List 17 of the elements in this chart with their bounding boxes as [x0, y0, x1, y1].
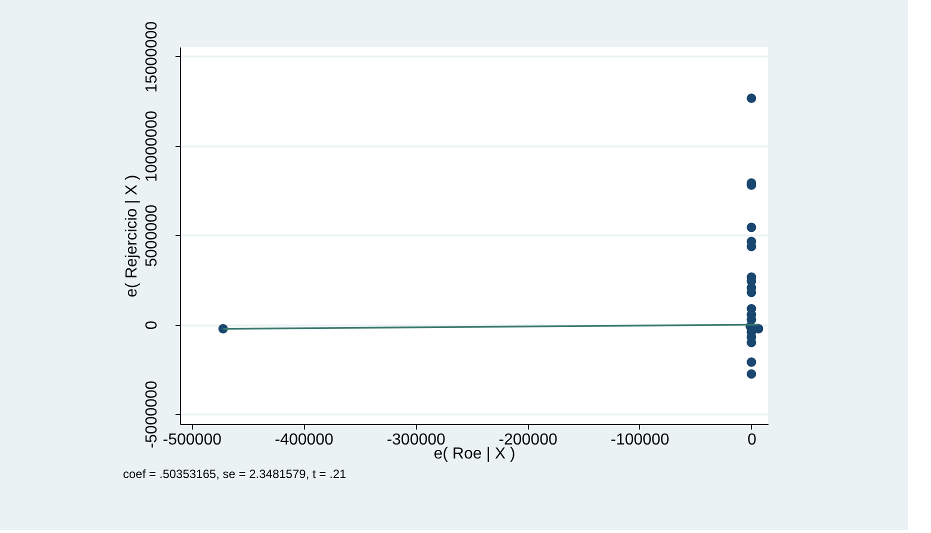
x-tick-label: -100000	[610, 432, 670, 448]
x-tick-label: -300000	[386, 432, 446, 448]
x-tick-label: 0	[747, 432, 756, 448]
x-axis-title: e( Roe | X )	[434, 446, 516, 462]
y-tick-label: 5000000	[144, 204, 160, 267]
point	[746, 222, 756, 232]
x-tick-label: -400000	[274, 432, 334, 448]
y-axis-title: e( Rejercicio | X )	[124, 174, 140, 298]
point	[746, 94, 756, 104]
text: coef = .50353165, se = 2.3481579, t = .21	[123, 467, 347, 481]
point	[746, 357, 756, 367]
y-tick-label: 15000000	[144, 21, 160, 93]
y-tick-label: -5000000	[144, 380, 160, 448]
y-tick-label: 0	[144, 320, 160, 330]
y-tick-label: 10000000	[144, 110, 160, 182]
x-tick-label: -500000	[162, 432, 222, 448]
point	[746, 369, 756, 379]
